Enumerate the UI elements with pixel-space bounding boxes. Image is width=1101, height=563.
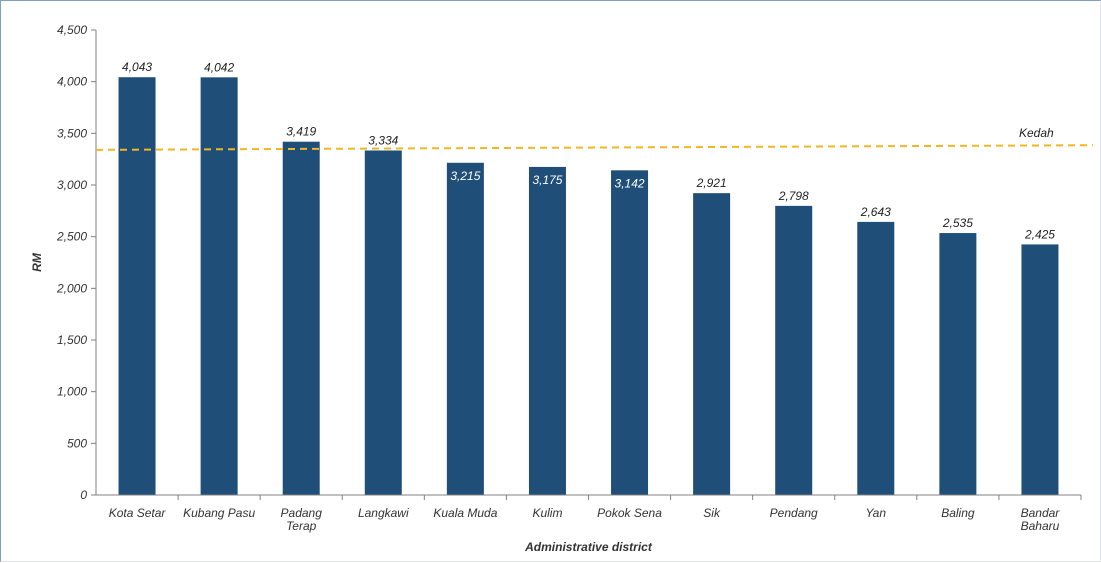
y-tick-label: 0 [80, 488, 87, 502]
x-tick-label: Pokok Sena [597, 506, 662, 520]
y-tick-label: 500 [67, 436, 87, 450]
bar [282, 141, 320, 495]
data-label: 3,175 [532, 173, 562, 187]
data-label: 3,334 [368, 133, 398, 147]
y-tick-label: 1,500 [57, 333, 87, 347]
data-label: 2,798 [778, 189, 809, 203]
y-tick-label: 3,500 [57, 126, 87, 140]
x-axis-title: Administrative district [524, 540, 653, 554]
y-tick-label: 2,500 [56, 230, 87, 244]
x-tick-label: Kota Setar [109, 506, 167, 520]
x-tick-label: Kulim [532, 506, 562, 520]
bar [857, 221, 895, 495]
bar [118, 77, 156, 496]
bar [775, 205, 813, 495]
bar [611, 170, 649, 495]
data-label: 2,425 [1024, 227, 1055, 241]
x-tick-label: Kuala Muda [433, 506, 497, 520]
x-tick-label: Pendang [770, 506, 818, 520]
y-tick-label: 1,000 [57, 385, 87, 399]
data-label: 3,419 [286, 125, 316, 139]
bar [693, 193, 731, 495]
y-tick-label: 4,000 [57, 75, 87, 89]
y-axis-ticks: 0 500 1,000 1,500 2,000 2,500 3,000 3,500 4,000 4… [56, 23, 96, 502]
bar [364, 150, 402, 495]
data-label: 3,142 [615, 176, 645, 190]
y-tick-label: 3,000 [57, 178, 87, 192]
data-label: 2,643 [860, 205, 891, 219]
data-label: 4,042 [204, 60, 234, 74]
x-axis-ticks: Kota Setar Kubang Pasu Padang Terap Langkawi… [109, 495, 1082, 533]
data-label: 2,535 [942, 216, 973, 230]
bar [939, 233, 977, 496]
x-tick-label: Padang Terap [281, 506, 323, 533]
data-labels: 4,043 4,042 3,419 3,334 3,215 3,175 3,142 2,921… [122, 60, 1055, 241]
bars [118, 77, 1059, 496]
axes [95, 30, 1081, 496]
data-label: 2,921 [696, 176, 727, 190]
y-tick-label: 4,500 [57, 23, 87, 37]
bar [1021, 244, 1059, 495]
x-tick-label: Bandar Baharu [1021, 506, 1061, 533]
bar [446, 162, 484, 496]
data-label: 3,215 [450, 169, 480, 183]
data-label: 4,043 [122, 60, 152, 74]
bar [528, 166, 566, 495]
x-tick-label: Langkawi [358, 506, 409, 520]
y-axis-title: RM [30, 252, 44, 272]
reference-line-label: Kedah [1019, 126, 1054, 140]
bar [200, 77, 238, 496]
y-tick-label: 2,000 [56, 281, 87, 295]
x-tick-label: Sik [703, 506, 721, 520]
kedah-reference-line [95, 144, 1094, 151]
x-tick-label: Yan [866, 506, 887, 520]
x-tick-label: Baling [941, 506, 975, 520]
x-tick-label: Kubang Pasu [183, 506, 255, 520]
